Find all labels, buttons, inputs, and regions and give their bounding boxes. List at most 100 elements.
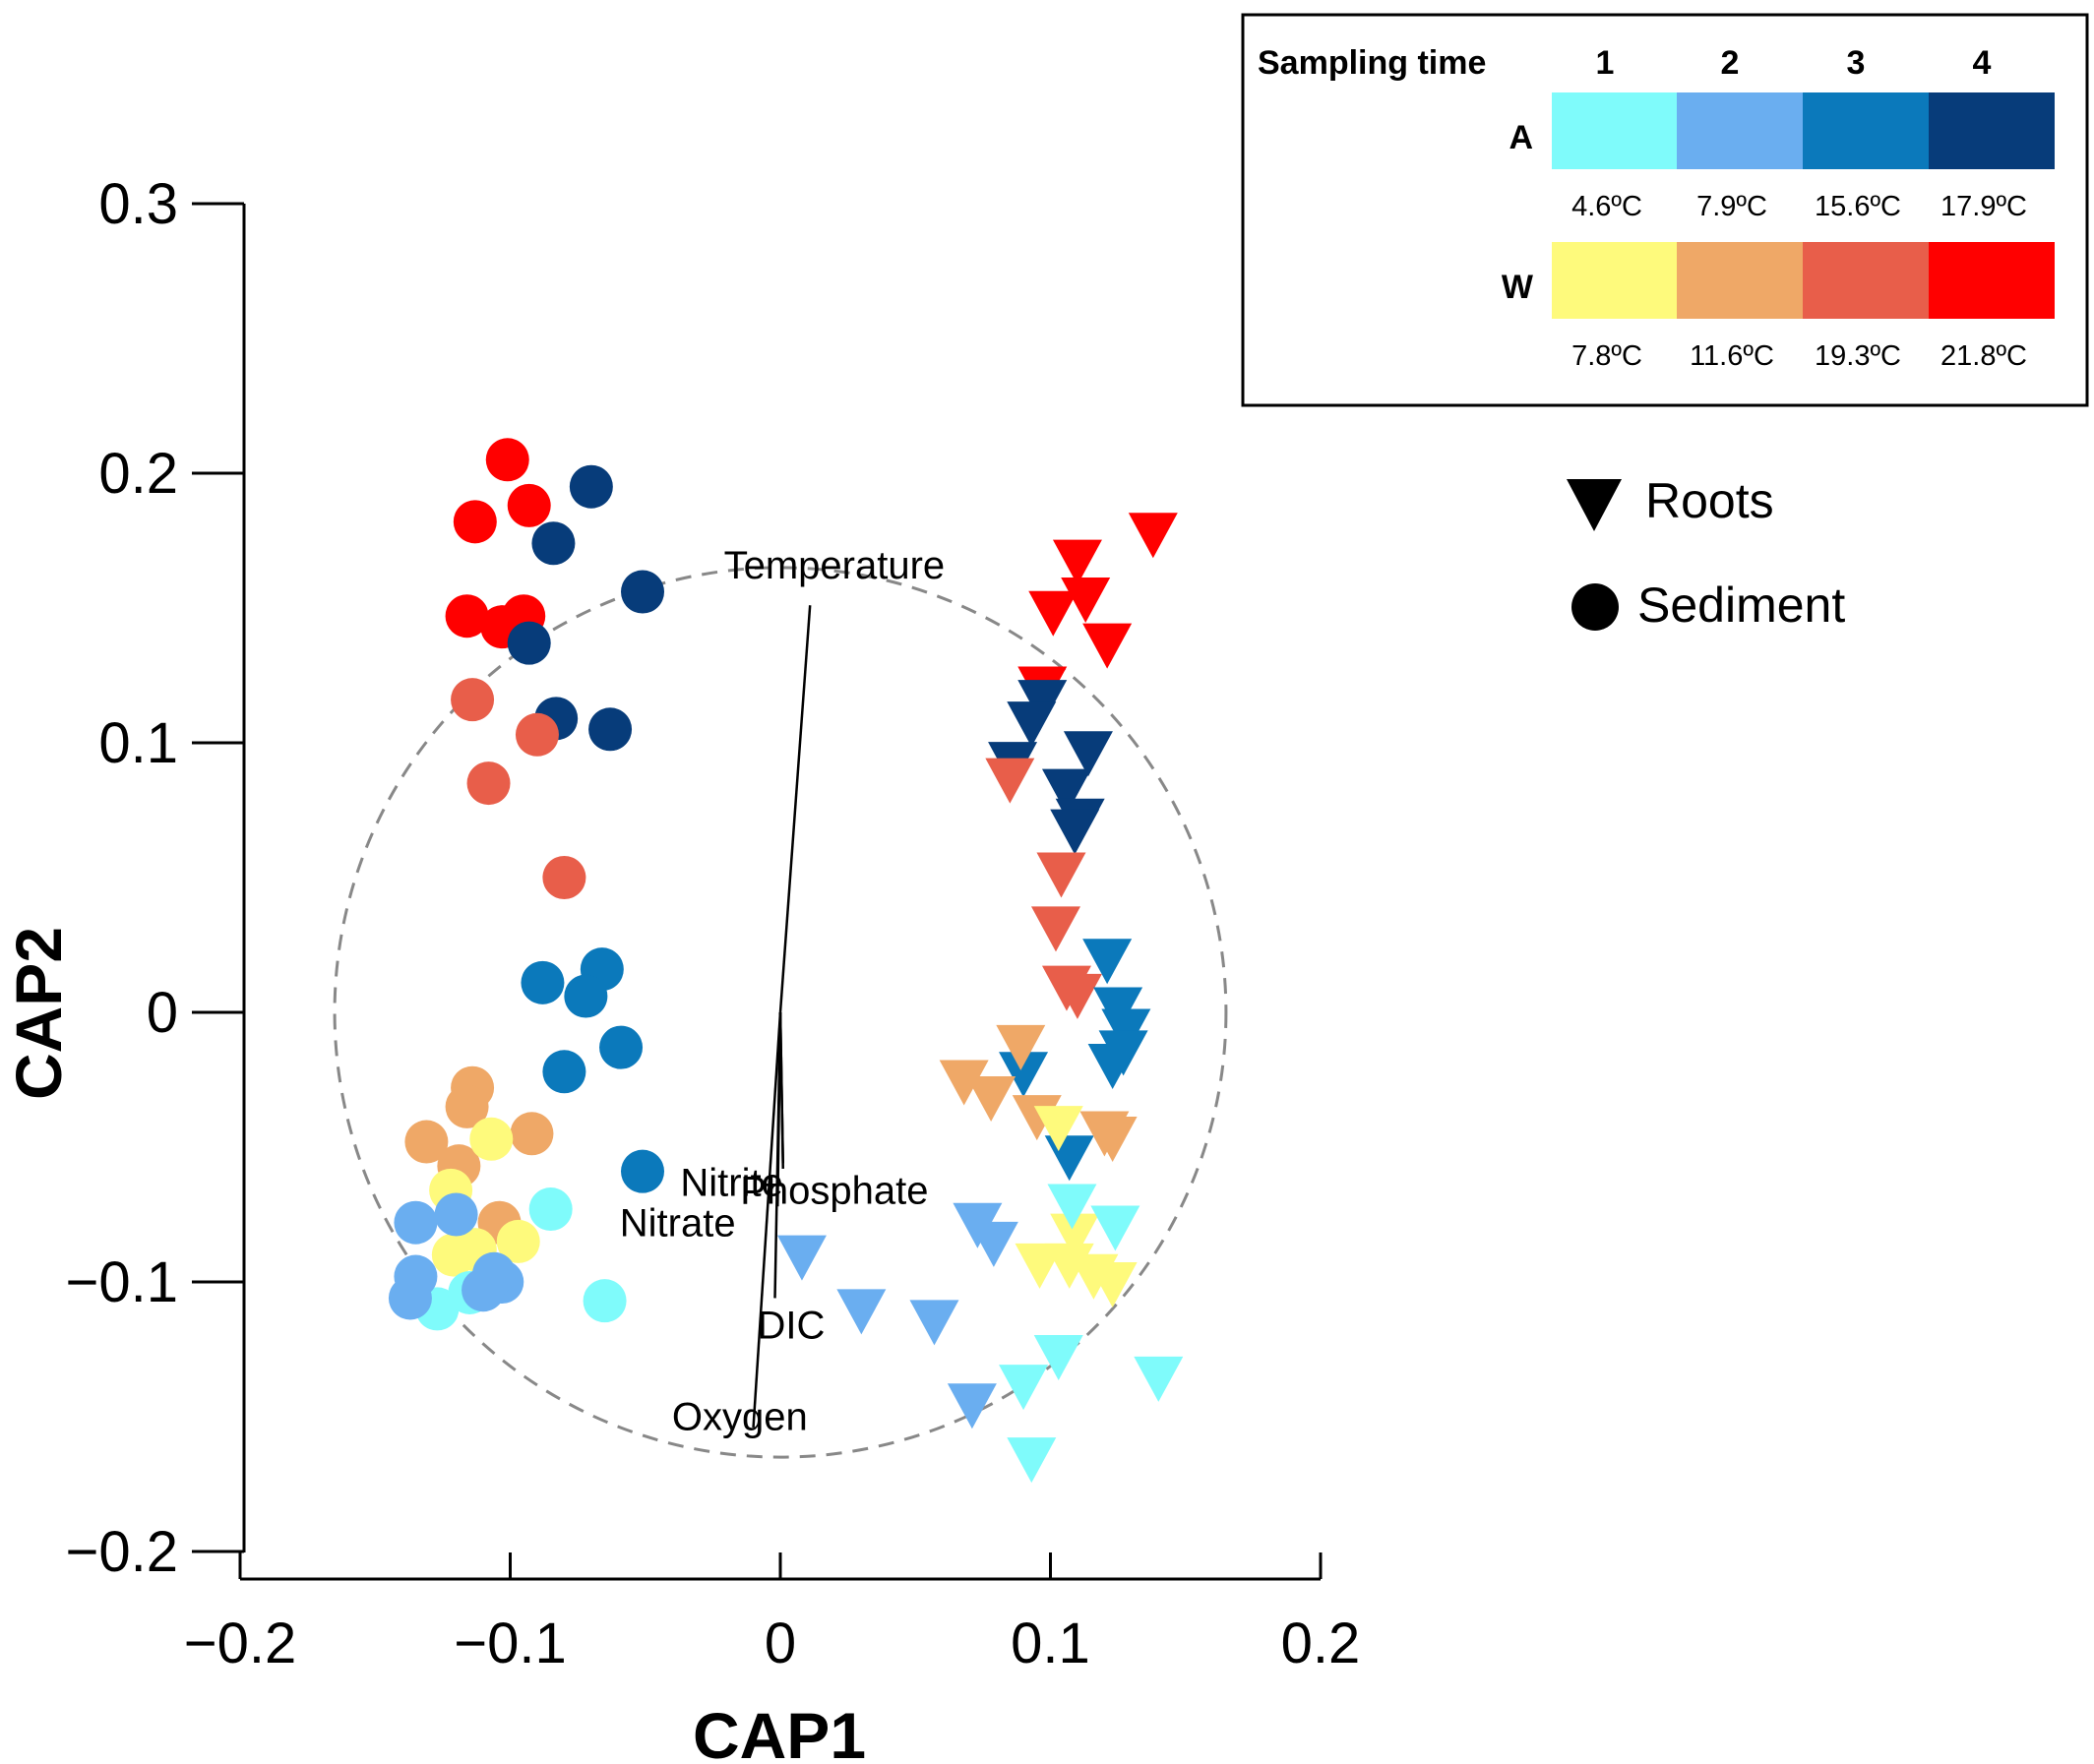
roots-point — [1030, 906, 1080, 952]
roots-point — [1007, 701, 1057, 748]
x-ticks: −0.2 −0.1 0 0.1 0.2 — [184, 1552, 1361, 1675]
legend-temperature: 17.9ºC — [1940, 191, 2027, 222]
legend-temperature: 4.6ºC — [1571, 191, 1642, 222]
sediment-point — [431, 1233, 475, 1277]
legend-time-label: 3 — [1847, 44, 1866, 82]
sediment-point — [451, 678, 495, 722]
vector-label: Nitrate — [620, 1201, 736, 1245]
roots-point — [1063, 731, 1113, 777]
roots-point — [966, 1075, 1016, 1122]
legend-temperature: 19.3ºC — [1815, 340, 1901, 372]
roots-point — [1087, 1117, 1138, 1163]
legend-body: 1 2 3 4 A 4.6ºC 7.9ºC 15.6ºC 17.9ºC W 7.8ºC 11.6ºC 1… — [1502, 44, 2055, 372]
roots-point — [1028, 590, 1078, 637]
sediment-point — [542, 1050, 586, 1094]
sediment-point — [469, 1117, 514, 1161]
sediment-point — [434, 1192, 478, 1237]
roots-point — [1082, 939, 1133, 985]
roots-point — [1007, 1437, 1057, 1484]
roots-point — [836, 1289, 887, 1335]
sediment-point — [496, 1219, 540, 1263]
sediment-point — [445, 1084, 489, 1128]
legend-swatch — [1677, 92, 1803, 169]
axes: −0.2−0.100.10.20.3 −0.2 −0.1 0 0.1 0.2 CAP1 … — [2, 172, 1360, 1764]
roots-point — [1041, 768, 1091, 815]
roots-point — [999, 1365, 1049, 1411]
sediment-point — [462, 1268, 506, 1312]
legend-time-label: 2 — [1721, 44, 1740, 82]
y-tick-label: −0.1 — [66, 1250, 179, 1314]
y-axis-title: CAP2 — [2, 927, 75, 1100]
roots-point — [1052, 973, 1102, 1019]
legend-swatch — [1929, 92, 2055, 169]
sediment-legend-marker — [1571, 583, 1619, 631]
legend-temperature: 7.9ºC — [1696, 191, 1767, 222]
roots-point — [1082, 623, 1133, 669]
sediment-point — [510, 1112, 554, 1156]
legend-swatch — [1552, 92, 1678, 169]
roots-point — [776, 1235, 827, 1281]
vector-label: Phosphate — [740, 1170, 928, 1213]
legend: Sampling time 1 2 3 4 A 4.6ºC 7.9ºC 15.6ºC 17.9º… — [1241, 13, 2089, 407]
legend-swatch — [1552, 242, 1678, 319]
roots-point — [1087, 1044, 1138, 1090]
vector-label: DIC — [758, 1305, 826, 1348]
sediment-point — [404, 1120, 449, 1164]
roots-point — [1087, 1262, 1138, 1308]
legend-swatch — [1929, 242, 2055, 319]
sediment-legend-label: Sediment — [1637, 578, 1845, 633]
environmental-vector — [773, 1011, 782, 1299]
roots-point — [1033, 1106, 1083, 1152]
roots-point — [968, 1221, 1018, 1267]
shape-legend: Roots Sediment — [1567, 473, 1845, 633]
correlation-circle-layer — [333, 566, 1228, 1459]
legend-box — [1241, 13, 2089, 407]
x-tick-label: 0.2 — [1281, 1612, 1361, 1675]
roots-point — [1047, 1184, 1097, 1230]
roots-legend-marker — [1567, 479, 1622, 531]
sediment-point — [394, 1200, 438, 1245]
roots-point — [1050, 809, 1100, 855]
y-tick-label: 0.1 — [98, 711, 178, 775]
roots-point — [1036, 852, 1086, 898]
roots-point — [1052, 539, 1102, 585]
roots-point — [1044, 1135, 1094, 1182]
roots-point — [985, 758, 1035, 804]
legend-group-label: W — [1502, 269, 1534, 306]
y-ticks: −0.2 −0.1 0 0.1 0.2 0.3 — [66, 172, 244, 1584]
roots-point — [1128, 513, 1178, 559]
legend-temperature: 15.6ºC — [1815, 191, 1901, 222]
x-tick-label: −0.2 — [184, 1612, 297, 1675]
sediment-point — [528, 1187, 573, 1232]
sediment-point — [583, 1279, 627, 1323]
sediment-point — [485, 438, 529, 482]
roots-point — [909, 1300, 959, 1346]
roots-point — [1033, 1334, 1083, 1380]
roots-point — [999, 1052, 1049, 1098]
sediment-point — [515, 712, 559, 757]
legend-title: Sampling time — [1258, 44, 1486, 82]
legend-time-label: 4 — [1973, 44, 1992, 82]
legend-group-label: A — [1509, 119, 1533, 156]
sediment-point — [521, 960, 565, 1004]
sediment-point — [588, 707, 633, 752]
legend-temperature: 11.6ºC — [1690, 340, 1774, 372]
sediment-point — [445, 594, 489, 639]
points-layer — [388, 438, 1184, 1484]
sediment-point — [507, 621, 551, 665]
y-tick-label: 0 — [147, 981, 178, 1045]
x-tick-label: 0 — [765, 1612, 796, 1675]
legend-swatch — [1803, 92, 1929, 169]
x-axis-title: CAP1 — [693, 1699, 866, 1764]
roots-point — [939, 1060, 989, 1106]
y-tick-label: −0.2 — [66, 1520, 179, 1584]
correlation-circle — [333, 566, 1228, 1459]
roots-point — [1134, 1356, 1184, 1402]
vector-label: Oxygen — [672, 1396, 808, 1439]
roots-point — [1090, 1205, 1140, 1251]
roots-point — [1050, 1213, 1100, 1259]
sediment-point — [621, 1149, 665, 1193]
legend-temperature: 21.8ºC — [1940, 340, 2027, 372]
